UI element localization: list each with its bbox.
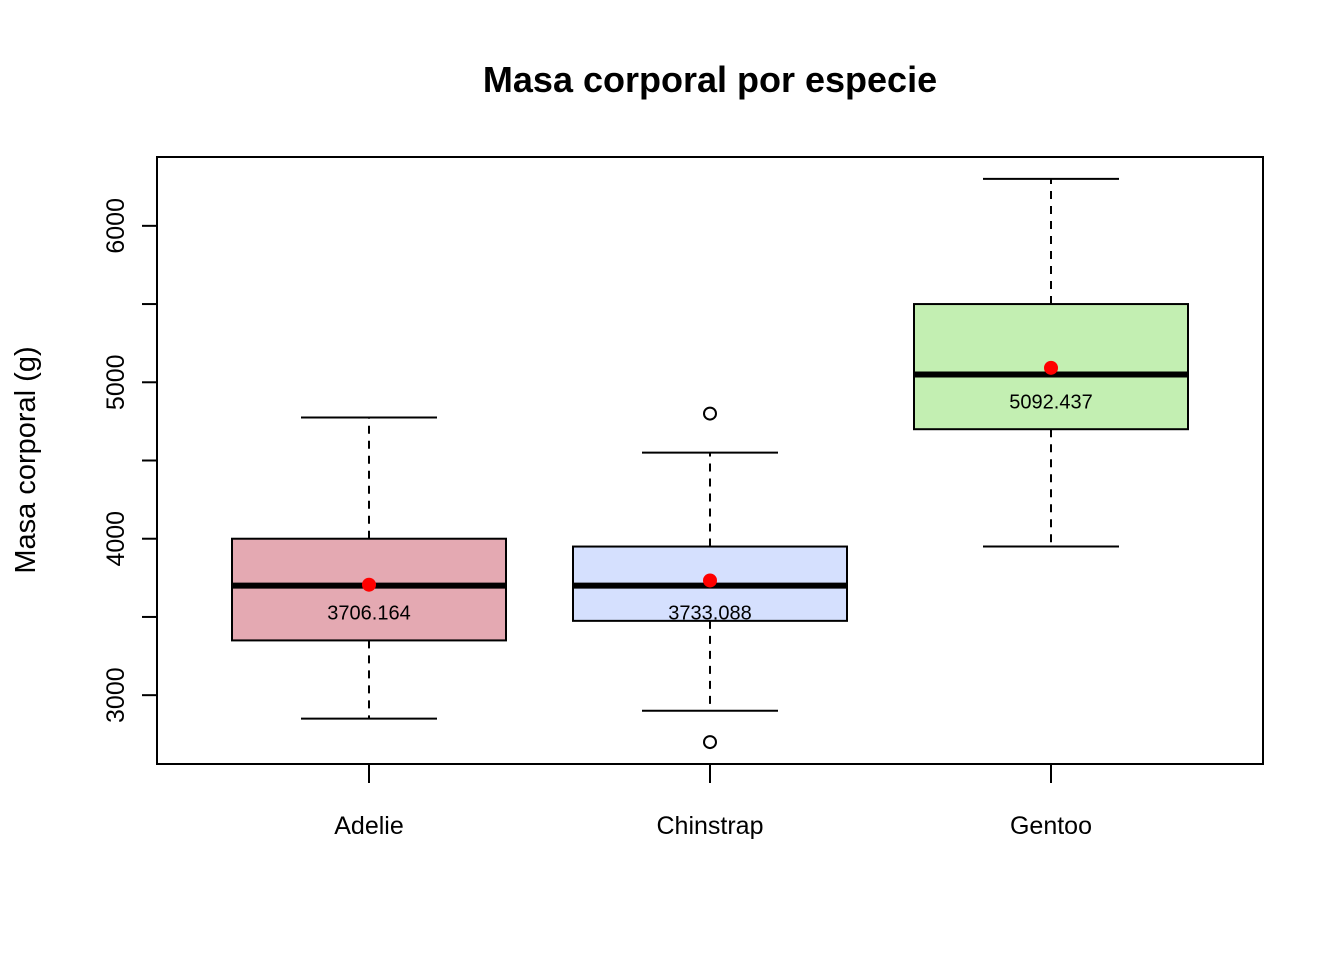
y-axis-label: Masa corporal (g) xyxy=(10,346,42,573)
mean-marker xyxy=(703,573,717,588)
mean-label: 3733.088 xyxy=(668,603,751,625)
outlier-point xyxy=(703,406,717,421)
mean-label: 3706.164 xyxy=(327,603,410,625)
outlier-point xyxy=(703,735,717,750)
y-tick-label: 3000 xyxy=(102,667,130,723)
mean-label: 5092.437 xyxy=(1009,391,1092,413)
y-tick-label: 6000 xyxy=(102,198,130,254)
chart-title: Masa corporal por especie xyxy=(483,59,937,100)
plot-area: 3000 4000 5000 6000 Adelie Chinstrap Gentoo 370… xyxy=(102,177,1189,840)
y-tick-label: 5000 xyxy=(102,354,130,410)
x-tick-label: Gentoo xyxy=(1010,812,1092,840)
x-tick-label: Adelie xyxy=(334,812,404,840)
x-tick-label: Chinstrap xyxy=(657,812,764,840)
mean-marker xyxy=(1044,360,1058,375)
mean-marker xyxy=(362,577,376,592)
y-tick-label: 4000 xyxy=(102,511,130,567)
